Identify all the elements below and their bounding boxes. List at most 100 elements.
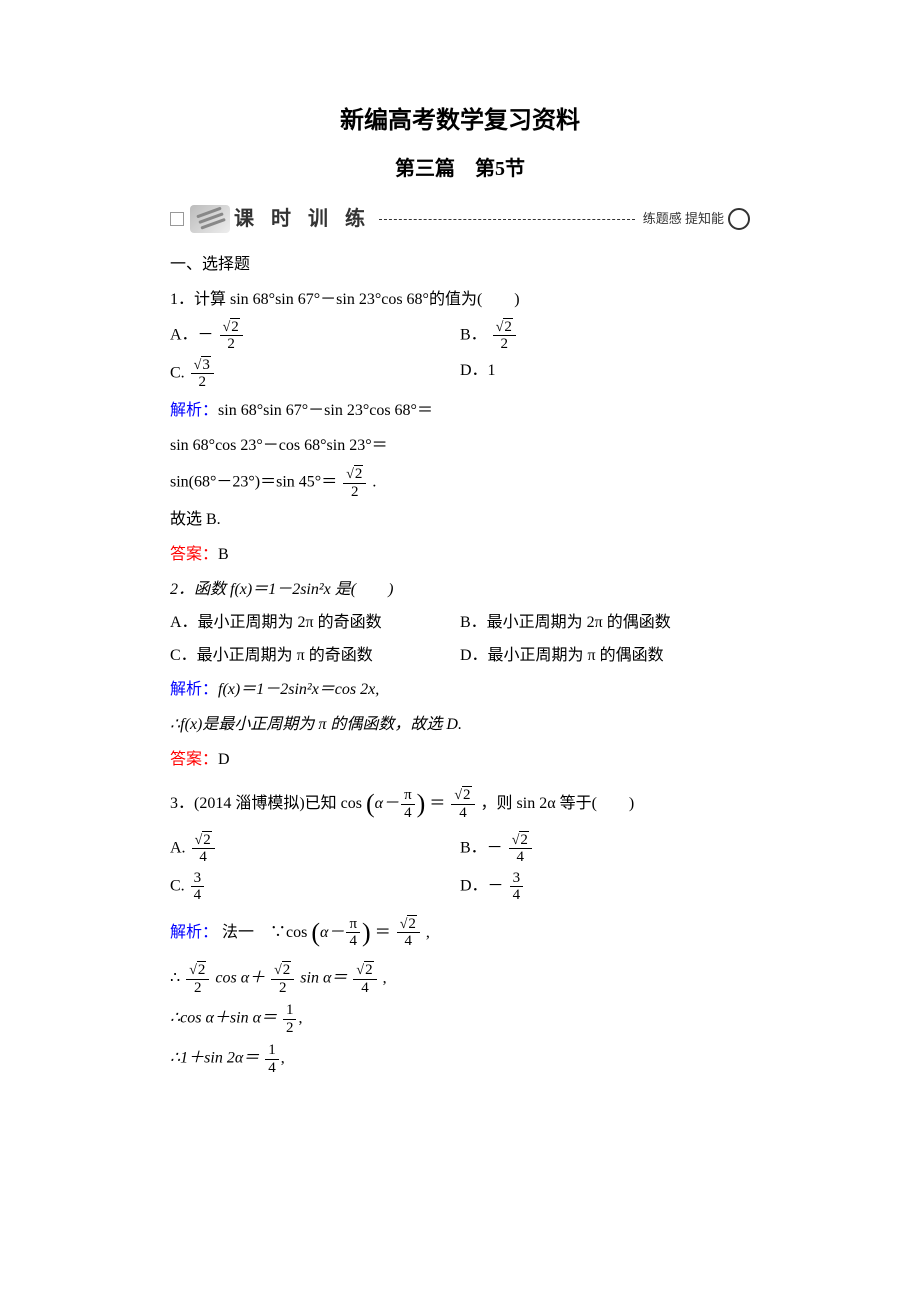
q1-ana-frac: 22 bbox=[343, 466, 366, 500]
q1-stem: 1．计算 sin 68°sin 67°－sin 23°cos 68°的值为( ) bbox=[170, 286, 750, 315]
analysis-label: 解析： bbox=[170, 924, 218, 941]
q3-a1-rhs: 24 bbox=[397, 916, 420, 950]
q2-stem: 2．函数 f(x)＝1－2sin²x 是( ) bbox=[170, 576, 750, 605]
q1-optA-frac: 22 bbox=[220, 319, 243, 353]
q3-a1-den: 4 bbox=[346, 932, 360, 950]
q3C-num: 3 bbox=[191, 870, 205, 887]
q3-optD-frac: 34 bbox=[510, 870, 524, 904]
q3-arg-frac: π4 bbox=[401, 787, 415, 821]
q3-stem-post: ，则 sin 2α 等于( ) bbox=[481, 795, 635, 812]
analysis-label: 解析： bbox=[170, 681, 218, 698]
q2-answer: 答案：D bbox=[170, 746, 750, 775]
q3-a1-num: π bbox=[346, 916, 360, 933]
q3-l3-pre: ∴cos α＋sin α＝ bbox=[170, 1010, 277, 1027]
q3C-den: 4 bbox=[191, 886, 205, 904]
q3-optB: B．－ 24 bbox=[460, 832, 750, 866]
q3-l3-post: , bbox=[298, 1010, 302, 1027]
q3-l2-d2: 2 bbox=[271, 979, 294, 997]
q1-optC-prefix: C. bbox=[170, 364, 185, 381]
q1-answer: 答案：B bbox=[170, 541, 750, 570]
q2-ana-t1: f(x)＝1－2sin²x＝cos 2x, bbox=[218, 681, 379, 698]
q3-l3-num: 1 bbox=[283, 1002, 297, 1019]
page-title-main: 新编高考数学复习资料 bbox=[170, 100, 750, 143]
rparen-icon: ) bbox=[417, 789, 426, 818]
question-2: 2．函数 f(x)＝1－2sin²x 是( ) A．最小正周期为 2π 的奇函数… bbox=[170, 576, 750, 775]
q3-l3-den: 2 bbox=[283, 1019, 297, 1037]
q2-optD: D．最小正周期为 π 的偶函数 bbox=[460, 642, 750, 671]
page-title-sub: 第三篇 第5节 bbox=[170, 151, 750, 187]
q1-optC-den: 2 bbox=[191, 373, 214, 391]
q3-optC-frac: 34 bbox=[191, 870, 205, 904]
q3-stem-pre: 3．(2014 淄博模拟)已知 cos bbox=[170, 795, 362, 812]
banner-corner-box bbox=[170, 212, 184, 226]
q1-optD: D．1 bbox=[460, 357, 750, 391]
q3-l4-pre: ∴1＋sin 2α＝ bbox=[170, 1050, 259, 1067]
q3-method: 法一 ∵cos bbox=[222, 924, 307, 941]
q3-arg-den: 4 bbox=[401, 804, 415, 822]
q3-optA: A. 24 bbox=[170, 832, 460, 866]
q1-optB-den: 2 bbox=[493, 335, 516, 353]
answer-label: 答案： bbox=[170, 751, 218, 768]
q3-l2-m1: cos α＋ bbox=[215, 970, 265, 987]
q3B-num: 2 bbox=[519, 831, 529, 848]
q3D-den: 4 bbox=[510, 886, 524, 904]
q3A-num: 2 bbox=[202, 831, 212, 848]
q3-optC-prefix: C. bbox=[170, 877, 185, 894]
q3-l4-den: 4 bbox=[265, 1059, 279, 1077]
q3A-den: 4 bbox=[192, 848, 215, 866]
q3-l2-f3: 24 bbox=[353, 962, 376, 996]
q1-ana-l3-post: . bbox=[372, 474, 376, 491]
rparen-icon: ) bbox=[362, 918, 371, 947]
q3-l4-post: , bbox=[281, 1050, 285, 1067]
answer-label: 答案： bbox=[170, 546, 218, 563]
banner-left-text: 课 时 训 练 bbox=[234, 201, 371, 237]
q3-l4-frac: 14 bbox=[265, 1042, 279, 1076]
analysis-label: 解析： bbox=[170, 402, 218, 419]
q1-ana-num: 2 bbox=[354, 465, 364, 482]
q2-analysis-l2: ∴f(x)是最小正周期为 π 的偶函数，故选 D. bbox=[170, 711, 750, 740]
section-banner: 课 时 训 练 练题感 提知能 bbox=[170, 203, 750, 235]
q3-rhs-frac: 24 bbox=[451, 787, 474, 821]
q1-ana-text1: sin 68°sin 67°－sin 23°cos 68°＝ bbox=[218, 402, 433, 419]
question-1: 1．计算 sin 68°sin 67°－sin 23°cos 68°的值为( )… bbox=[170, 286, 750, 570]
book-icon bbox=[190, 205, 230, 233]
q2-optB: B．最小正周期为 2π 的偶函数 bbox=[460, 609, 750, 638]
q3-analysis-l3: ∴cos α＋sin α＝ 12, bbox=[170, 1002, 750, 1036]
q1-analysis-l3: sin(68°－23°)＝sin 45°＝ 22 . bbox=[170, 466, 750, 500]
q3-l2-n1: 2 bbox=[197, 961, 207, 978]
q1-optB-num: 2 bbox=[503, 318, 513, 335]
q3-rhs-num: 2 bbox=[462, 786, 472, 803]
q1-ana-den: 2 bbox=[343, 483, 366, 501]
q3D-num: 3 bbox=[510, 870, 524, 887]
q1-optC-num: 3 bbox=[201, 356, 211, 373]
q3-l2-f1: 22 bbox=[186, 962, 209, 996]
q3-l2-pre: ∴ bbox=[170, 970, 180, 987]
q1-optA: A．－ 22 bbox=[170, 319, 460, 353]
q3-a1-rnum: 2 bbox=[407, 915, 417, 932]
q2-optC: C．最小正周期为 π 的奇函数 bbox=[170, 642, 460, 671]
q3-options-row1: A. 24 B．－ 24 bbox=[170, 832, 750, 866]
q3-l2-m2: sin α＝ bbox=[300, 970, 347, 987]
q3-a1-arg: α－ bbox=[320, 924, 344, 941]
q3-analysis-l1: 解析： 法一 ∵cos (α－π4) ＝ 24 , bbox=[170, 910, 750, 957]
q3-l2-d1: 2 bbox=[186, 979, 209, 997]
q2-options-row1: A．最小正周期为 2π 的奇函数 B．最小正周期为 2π 的偶函数 bbox=[170, 609, 750, 638]
q2-stem-text: 2．函数 f(x)＝1－2sin²x 是( ) bbox=[170, 581, 393, 598]
q3-arg-pre: α－ bbox=[375, 795, 399, 812]
lparen-icon: ( bbox=[311, 918, 320, 947]
banner-circle-icon bbox=[728, 208, 750, 230]
q2-ans-text: D bbox=[218, 751, 230, 768]
q1-analysis-l4: 故选 B. bbox=[170, 506, 750, 535]
q1-optC: C. 32 bbox=[170, 357, 460, 391]
q2-options-row2: C．最小正周期为 π 的奇函数 D．最小正周期为 π 的偶函数 bbox=[170, 642, 750, 671]
q1-optA-prefix: A．－ bbox=[170, 326, 214, 343]
q1-analysis-l1: 解析：sin 68°sin 67°－sin 23°cos 68°＝ bbox=[170, 397, 750, 426]
q3-analysis-l4: ∴1＋sin 2α＝ 14, bbox=[170, 1042, 750, 1076]
q3-optC: C. 34 bbox=[170, 870, 460, 904]
q3-optA-frac: 24 bbox=[192, 832, 215, 866]
banner-right-text: 练题感 提知能 bbox=[643, 207, 724, 230]
q1-analysis-l2: sin 68°cos 23°－cos 68°sin 23°＝ bbox=[170, 432, 750, 461]
q3B-den: 4 bbox=[509, 848, 532, 866]
q3-optD-prefix: D．－ bbox=[460, 877, 504, 894]
q3-analysis-l2: ∴ 22 cos α＋ 22 sin α＝ 24 , bbox=[170, 962, 750, 996]
